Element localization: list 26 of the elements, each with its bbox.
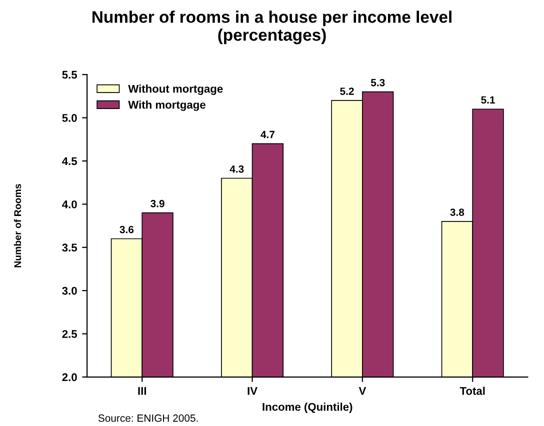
data-label: 5.2 xyxy=(340,88,354,95)
y-tick-label: 3.0 xyxy=(62,286,77,295)
y-tick-label: 2.5 xyxy=(62,330,78,338)
data-label: 3.6 xyxy=(120,226,134,234)
data-label: 4.7 xyxy=(260,130,274,138)
legend-label: Without mortgage xyxy=(128,84,223,95)
y-tick-label: 5.5 xyxy=(62,70,78,79)
source-note: Source: ENIGH 2005. xyxy=(98,414,198,422)
x-tick-label: V xyxy=(358,387,366,395)
y-tick-label: 4.5 xyxy=(62,157,78,166)
x-tick-label: IV xyxy=(248,387,258,395)
x-axis-title: Income (Quintile) xyxy=(262,402,352,414)
x-tick-label: III xyxy=(138,387,146,395)
y-tick-label: 3.5 xyxy=(62,244,78,252)
legend-label: With mortgage xyxy=(128,100,206,111)
y-tick-label: 2.0 xyxy=(62,373,77,382)
x-tick-label: Total xyxy=(460,386,485,395)
data-label: 5.3 xyxy=(370,78,385,86)
y-tick-label: 5.0 xyxy=(62,114,77,122)
y-axis-title: Number of Rooms xyxy=(14,184,22,268)
data-label: 3.9 xyxy=(150,200,164,208)
data-label: 4.3 xyxy=(230,165,244,173)
chart-title: Number of rooms in a house per income level (percentages) xyxy=(92,10,452,44)
data-label: 3.8 xyxy=(450,208,464,216)
data-label: 5.1 xyxy=(481,96,495,104)
y-tick-label: 4.0 xyxy=(62,200,77,208)
